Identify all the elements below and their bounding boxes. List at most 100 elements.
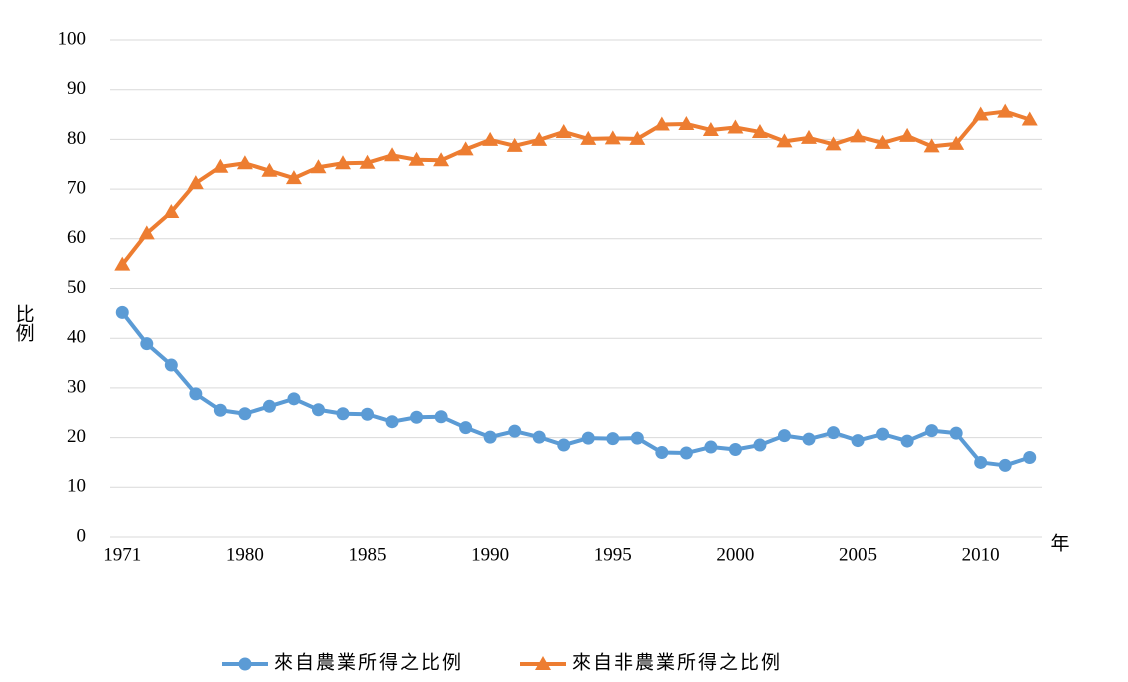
marker (727, 119, 744, 134)
marker (138, 225, 155, 240)
marker (751, 123, 768, 138)
y-tick-label: 30 (67, 376, 86, 397)
x-tick-label: 1980 (226, 544, 264, 565)
x-tick-label: 1990 (471, 544, 509, 565)
marker (213, 403, 227, 417)
marker (606, 432, 620, 446)
line (120, 311, 1031, 468)
marker (506, 137, 523, 152)
marker (997, 103, 1014, 118)
marker (457, 141, 474, 156)
marker (653, 116, 670, 131)
marker (361, 407, 375, 421)
marker (311, 403, 325, 417)
x-tick-label: 1971 (103, 544, 141, 565)
marker (359, 154, 376, 169)
marker (1023, 450, 1037, 464)
marker (483, 430, 497, 444)
marker (753, 438, 767, 452)
legend-label: 來自農業所得之比例 (274, 651, 463, 673)
marker (581, 431, 595, 445)
marker (850, 128, 867, 143)
marker (630, 431, 644, 445)
marker (287, 392, 301, 406)
marker (555, 123, 572, 138)
y-tick-label: 40 (67, 327, 86, 348)
marker (825, 136, 842, 151)
marker (948, 135, 965, 150)
marker (802, 432, 816, 446)
x-tick-label: 2005 (839, 544, 877, 565)
y-tick-label: 50 (67, 277, 86, 298)
marker (704, 440, 718, 454)
marker (776, 133, 793, 148)
x-tick-label: 1985 (349, 544, 387, 565)
marker (851, 434, 865, 448)
marker (678, 115, 695, 130)
legend-label: 來自非農業所得之比例 (572, 651, 782, 673)
marker (164, 358, 178, 372)
marker (557, 438, 571, 452)
marker (187, 175, 204, 190)
line (120, 109, 1031, 266)
marker (140, 337, 154, 351)
marker (923, 138, 940, 153)
marker (876, 427, 890, 441)
marker (899, 127, 916, 142)
marker (925, 424, 939, 438)
y-tick-label: 70 (67, 177, 86, 198)
marker (261, 162, 278, 177)
marker (1021, 111, 1038, 126)
marker (728, 443, 742, 457)
x-tick-label: 1995 (594, 544, 632, 565)
marker (801, 129, 817, 144)
marker (262, 399, 276, 413)
y-axis-label: 比例 (13, 304, 35, 342)
y-tick-label: 0 (77, 525, 87, 546)
marker (777, 429, 791, 443)
marker (535, 656, 551, 670)
y-tick-label: 100 (58, 28, 87, 49)
marker (189, 387, 203, 401)
marker (433, 152, 450, 167)
marker (900, 434, 914, 448)
marker (482, 131, 499, 146)
marker (310, 159, 327, 174)
marker (434, 410, 448, 424)
marker (408, 151, 425, 166)
marker (532, 430, 546, 444)
marker (335, 155, 351, 170)
x-tick-label: 2000 (716, 544, 754, 565)
marker (679, 446, 693, 460)
marker (949, 426, 963, 440)
marker (114, 256, 131, 271)
marker (385, 415, 399, 429)
y-tick-label: 10 (67, 476, 86, 497)
marker (655, 446, 669, 460)
marker (212, 158, 229, 173)
marker (702, 121, 719, 136)
marker (336, 407, 350, 421)
marker (384, 147, 401, 162)
marker (163, 203, 180, 218)
marker (410, 410, 424, 424)
marker (827, 426, 841, 440)
marker (115, 305, 129, 319)
marker (236, 155, 253, 170)
y-tick-label: 20 (67, 426, 86, 447)
marker (974, 455, 988, 469)
x-tick-label: 2010 (962, 544, 1000, 565)
marker (238, 657, 252, 671)
y-tick-label: 60 (67, 227, 86, 248)
marker (459, 421, 473, 435)
marker (508, 424, 522, 438)
marker (531, 131, 548, 146)
marker (285, 170, 302, 185)
marker (629, 130, 646, 145)
marker (972, 106, 989, 121)
x-axis-label: 年 (1050, 532, 1069, 554)
y-tick-label: 90 (67, 78, 86, 99)
marker (238, 407, 252, 421)
y-tick-label: 80 (67, 128, 86, 149)
